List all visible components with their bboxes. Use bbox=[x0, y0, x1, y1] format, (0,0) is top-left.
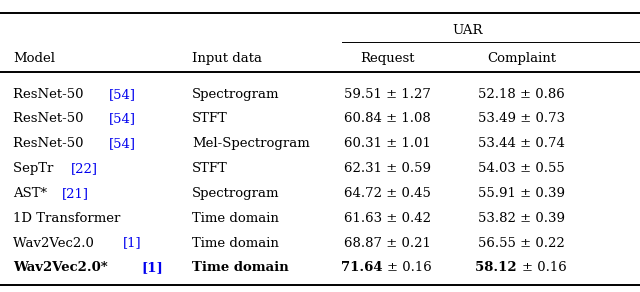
Text: Request: Request bbox=[360, 52, 415, 65]
Text: UAR: UAR bbox=[452, 24, 483, 37]
Text: 59.51 ± 1.27: 59.51 ± 1.27 bbox=[344, 88, 431, 101]
Text: 55.91 ± 0.39: 55.91 ± 0.39 bbox=[478, 187, 565, 200]
Text: Spectrogram: Spectrogram bbox=[192, 88, 280, 101]
Text: 54.03 ± 0.55: 54.03 ± 0.55 bbox=[478, 162, 565, 175]
Text: 56.55 ± 0.22: 56.55 ± 0.22 bbox=[478, 237, 565, 250]
Text: 61.63 ± 0.42: 61.63 ± 0.42 bbox=[344, 212, 431, 225]
Text: 58.12: 58.12 bbox=[476, 261, 522, 274]
Text: ± 0.16: ± 0.16 bbox=[387, 261, 432, 274]
Text: AST*: AST* bbox=[13, 187, 51, 200]
Text: Complaint: Complaint bbox=[487, 52, 556, 65]
Text: 64.72 ± 0.45: 64.72 ± 0.45 bbox=[344, 187, 431, 200]
Text: 53.82 ± 0.39: 53.82 ± 0.39 bbox=[478, 212, 565, 225]
Text: Input data: Input data bbox=[192, 52, 262, 65]
Text: Time domain: Time domain bbox=[192, 237, 279, 250]
Text: 68.87 ± 0.21: 68.87 ± 0.21 bbox=[344, 237, 431, 250]
Text: Model: Model bbox=[13, 52, 55, 65]
Text: 53.44 ± 0.74: 53.44 ± 0.74 bbox=[478, 137, 565, 150]
Text: ResNet-50: ResNet-50 bbox=[13, 112, 88, 126]
Text: Wav2Vec2.0: Wav2Vec2.0 bbox=[13, 237, 98, 250]
Text: Spectrogram: Spectrogram bbox=[192, 187, 280, 200]
Text: ResNet-50: ResNet-50 bbox=[13, 137, 88, 150]
Text: ResNet-50: ResNet-50 bbox=[13, 88, 88, 101]
Text: Time domain: Time domain bbox=[192, 212, 279, 225]
Text: Wav2Vec2.0*: Wav2Vec2.0* bbox=[13, 261, 112, 274]
Text: [54]: [54] bbox=[109, 112, 136, 126]
Text: [54]: [54] bbox=[109, 88, 136, 101]
Text: [1]: [1] bbox=[141, 261, 163, 274]
Text: [22]: [22] bbox=[70, 162, 97, 175]
Text: 1D Transformer: 1D Transformer bbox=[13, 212, 120, 225]
Text: SepTr: SepTr bbox=[13, 162, 58, 175]
Text: 60.31 ± 1.01: 60.31 ± 1.01 bbox=[344, 137, 431, 150]
Text: 62.31 ± 0.59: 62.31 ± 0.59 bbox=[344, 162, 431, 175]
Text: [54]: [54] bbox=[109, 137, 136, 150]
Text: [1]: [1] bbox=[123, 237, 141, 250]
Text: Mel-Spectrogram: Mel-Spectrogram bbox=[192, 137, 310, 150]
Text: 52.18 ± 0.86: 52.18 ± 0.86 bbox=[478, 88, 565, 101]
Text: Time domain: Time domain bbox=[192, 261, 289, 274]
Text: STFT: STFT bbox=[192, 162, 228, 175]
Text: 60.84 ± 1.08: 60.84 ± 1.08 bbox=[344, 112, 431, 126]
Text: 53.49 ± 0.73: 53.49 ± 0.73 bbox=[478, 112, 565, 126]
Text: ± 0.16: ± 0.16 bbox=[522, 261, 566, 274]
Text: [21]: [21] bbox=[62, 187, 89, 200]
Text: STFT: STFT bbox=[192, 112, 228, 126]
Text: 71.64: 71.64 bbox=[341, 261, 387, 274]
